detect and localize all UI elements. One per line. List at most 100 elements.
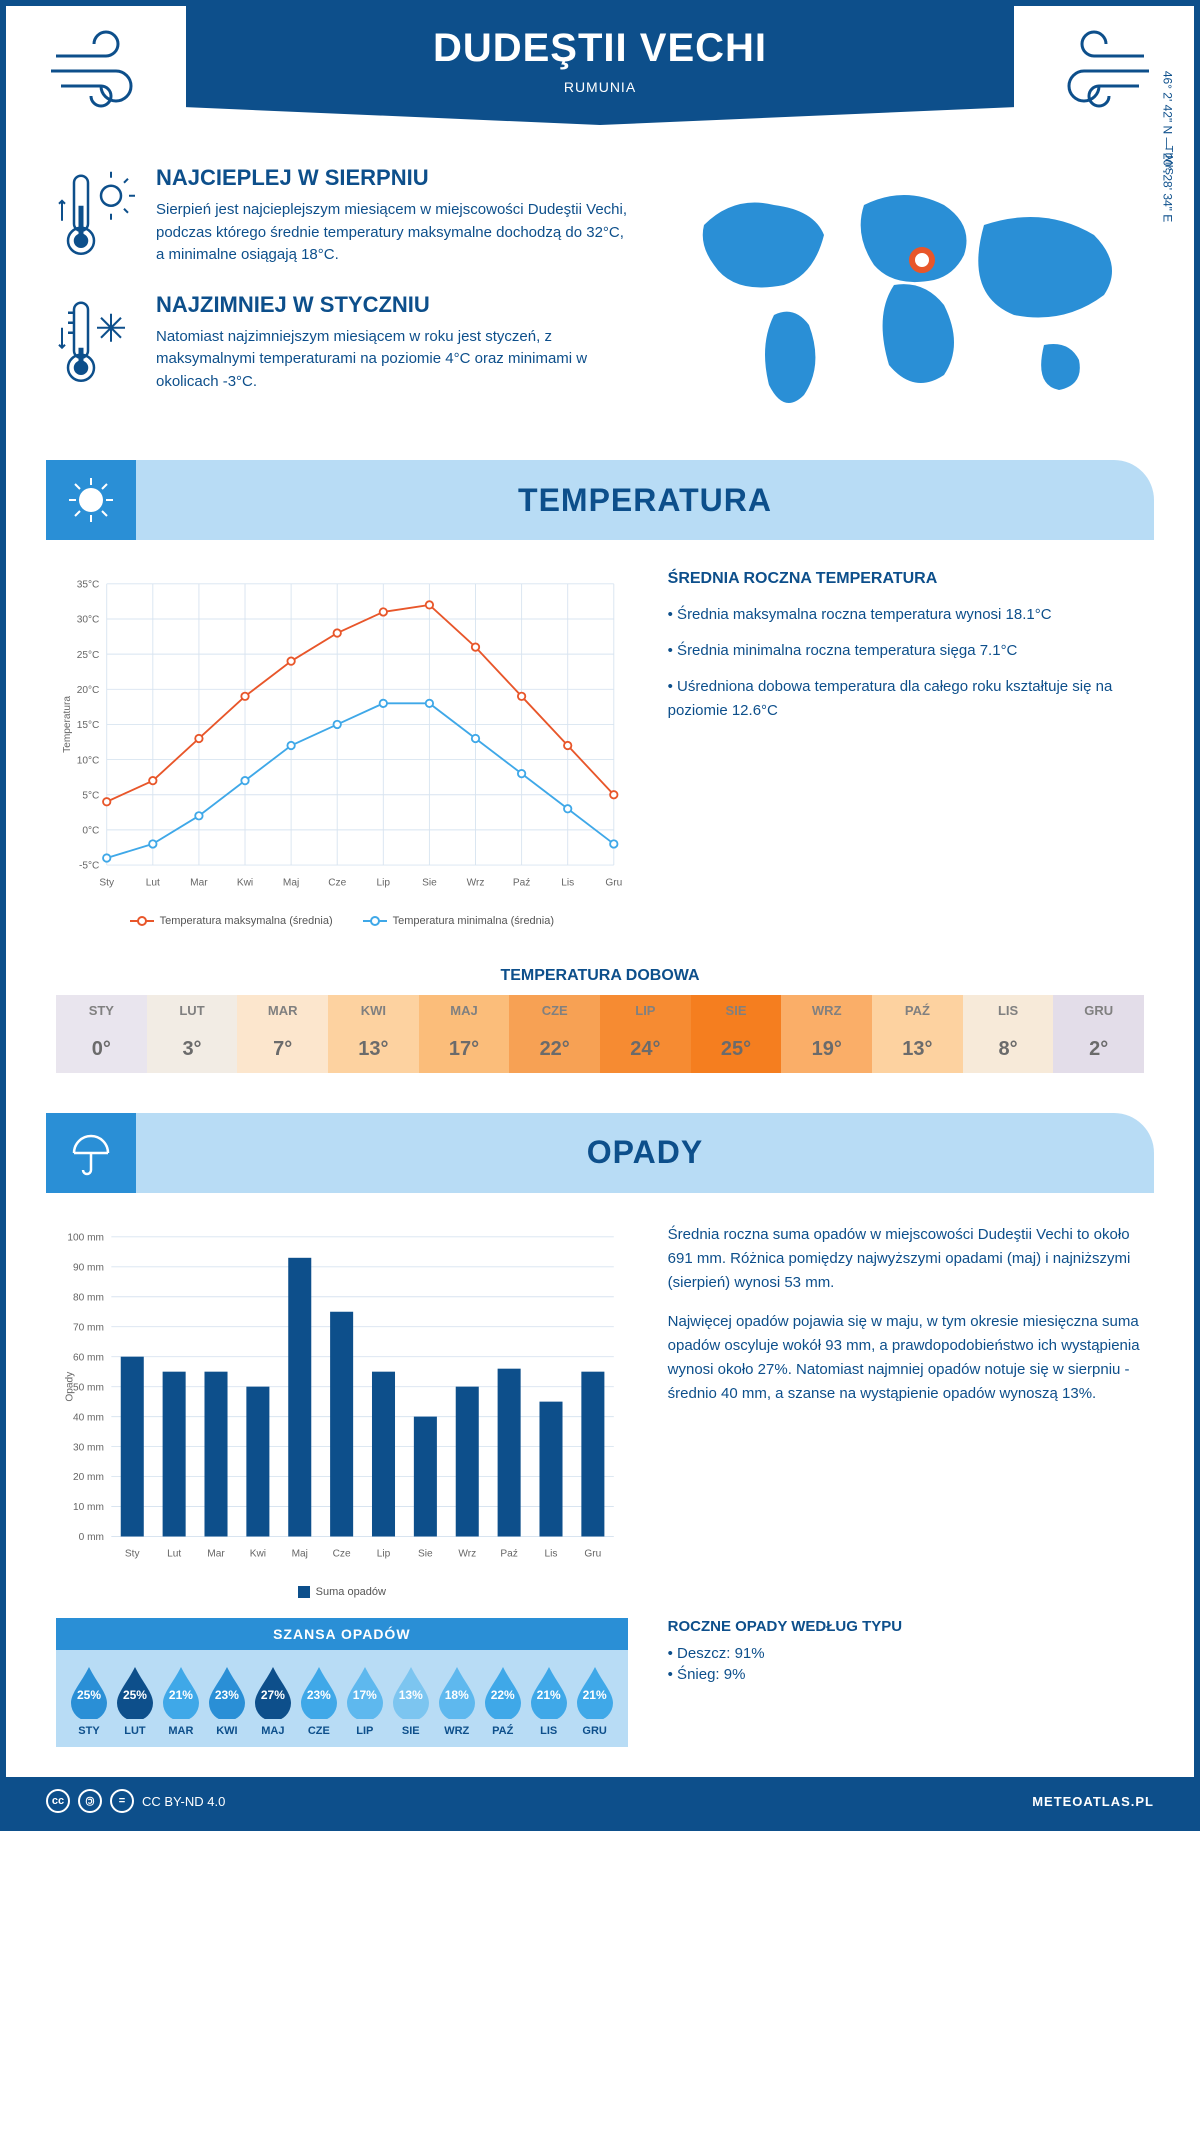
chance-cell: 25% STY [66,1665,112,1737]
svg-text:Temperatura: Temperatura [62,696,73,753]
svg-text:20 mm: 20 mm [73,1472,104,1483]
svg-text:90 mm: 90 mm [73,1262,104,1273]
precip-p1: Średnia roczna suma opadów w miejscowośc… [668,1223,1144,1295]
wind-icon-left [46,26,156,116]
precipitation-chance: SZANSA OPADÓW 25% STY 25% LUT 21% MAR 23… [56,1618,628,1747]
section-title-precipitation: OPADY [136,1134,1154,1171]
precipitation-summary: Średnia roczna suma opadów w miejscowośc… [668,1223,1144,1598]
svg-text:Kwi: Kwi [250,1549,266,1560]
page-title: DUDEŞTII VECHI [206,26,994,71]
brand: METEOATLAS.PL [1032,1794,1154,1809]
wind-icon-right [1044,26,1154,116]
fact-warmest: NAJCIEPLEJ W SIERPNIU Sierpień jest najc… [56,165,634,267]
raindrop-icon: 21% [159,1665,203,1719]
chance-cell: 27% MAJ [250,1665,296,1737]
svg-text:100 mm: 100 mm [67,1232,104,1243]
temp-bullet-1: • Średnia maksymalna roczna temperatura … [668,603,1144,627]
raindrop-icon: 18% [435,1665,479,1719]
page-subtitle: RUMUNIA [206,79,994,95]
fact-coldest: NAJZIMNIEJ W STYCZNIU Natomiast najzimni… [56,292,634,394]
svg-text:Lut: Lut [167,1549,181,1560]
svg-text:Lip: Lip [377,877,391,888]
chance-cell: 13% SIE [388,1665,434,1737]
svg-text:Maj: Maj [283,877,299,888]
daily-cell: LUT 3° [147,995,238,1073]
thermometer-snow-icon [56,292,136,394]
section-header-precipitation: OPADY [46,1113,1154,1193]
temp-bullet-2: • Średnia minimalna roczna temperatura s… [668,639,1144,663]
umbrella-icon [66,1128,116,1178]
svg-text:Wrz: Wrz [458,1549,476,1560]
title-banner: DUDEŞTII VECHI RUMUNIA [186,6,1014,125]
raindrop-icon: 25% [67,1665,111,1719]
precipitation-legend: Suma opadów [56,1586,628,1598]
svg-text:30 mm: 30 mm [73,1442,104,1453]
svg-text:Gru: Gru [584,1549,601,1560]
svg-text:Sie: Sie [418,1549,433,1560]
fact-warm-text: Sierpień jest najcieplejszym miesiącem w… [156,199,634,267]
svg-text:35°C: 35°C [77,580,100,591]
raindrop-icon: 22% [481,1665,525,1719]
sun-icon [66,475,116,525]
header: DUDEŞTII VECHI RUMUNIA [6,6,1194,155]
svg-text:Sty: Sty [99,877,115,888]
daily-cell: KWI 13° [328,995,419,1073]
section-title-temperature: TEMPERATURA [136,482,1154,519]
world-map: TIMIŞ 46° 2' 42" N — 20° 28' 34" E [664,165,1144,430]
raindrop-icon: 23% [297,1665,341,1719]
temperature-chart: -5°C0°C5°C10°C15°C20°C25°C30°C35°CStyLut… [56,570,628,927]
svg-text:30°C: 30°C [77,615,100,626]
svg-text:20°C: 20°C [77,685,100,696]
daily-cell: CZE 22° [509,995,600,1073]
svg-text:Maj: Maj [292,1549,308,1560]
daily-cell: WRZ 19° [781,995,872,1073]
chance-cell: 23% CZE [296,1665,342,1737]
temperature-summary: ŚREDNIA ROCZNA TEMPERATURA • Średnia mak… [668,570,1144,927]
svg-text:60 mm: 60 mm [73,1352,104,1363]
svg-text:80 mm: 80 mm [73,1292,104,1303]
svg-text:0 mm: 0 mm [79,1532,104,1543]
license-text: CC BY-ND 4.0 [142,1794,225,1809]
thermometer-sun-icon [56,165,136,267]
chance-cell: 21% MAR [158,1665,204,1737]
raindrop-icon: 13% [389,1665,433,1719]
license: cc 🄯 = CC BY-ND 4.0 [46,1789,225,1813]
daily-cell: GRU 2° [1053,995,1144,1073]
svg-text:Paź: Paź [500,1549,517,1560]
coordinates: 46° 2' 42" N — 20° 28' 34" E [1160,70,1174,221]
daily-cell: PAŹ 13° [872,995,963,1073]
svg-text:10°C: 10°C [77,755,100,766]
chance-cell: 17% LIP [342,1665,388,1737]
svg-text:Lip: Lip [377,1549,391,1560]
section-header-temperature: TEMPERATURA [46,460,1154,540]
temperature-legend: .legend-line[style*='e8562a']::after{bor… [56,915,628,927]
daily-cell: MAJ 17° [419,995,510,1073]
chance-cell: 25% LUT [112,1665,158,1737]
chance-cell: 21% GRU [572,1665,618,1737]
daily-cell: LIS 8° [963,995,1054,1073]
precipitation-chart: 0 mm10 mm20 mm30 mm40 mm50 mm60 mm70 mm8… [56,1223,628,1598]
daily-cell: SIE 25° [691,995,782,1073]
temp-summary-heading: ŚREDNIA ROCZNA TEMPERATURA [668,570,1144,588]
svg-text:Kwi: Kwi [237,877,253,888]
svg-text:Gru: Gru [605,877,622,888]
fact-cold-text: Natomiast najzimniejszym miesiącem w rok… [156,326,634,394]
svg-text:15°C: 15°C [77,720,100,731]
svg-text:Opady: Opady [65,1371,76,1402]
chance-cell: 18% WRZ [434,1665,480,1737]
by-icon: 🄯 [78,1789,102,1813]
type-snow: • Śnieg: 9% [668,1666,1144,1683]
svg-text:Cze: Cze [328,877,346,888]
svg-text:Sty: Sty [125,1549,141,1560]
svg-text:Cze: Cze [333,1549,351,1560]
type-heading: ROCZNE OPADY WEDŁUG TYPU [668,1618,1144,1635]
svg-text:0°C: 0°C [82,826,99,837]
chance-title: SZANSA OPADÓW [56,1618,628,1650]
raindrop-icon: 27% [251,1665,295,1719]
legend-min: Temperatura minimalna (średnia) [393,915,554,927]
precipitation-by-type: ROCZNE OPADY WEDŁUG TYPU • Deszcz: 91% •… [668,1618,1144,1687]
daily-temp-table: STY 0° LUT 3° MAR 7° KWI 13° MAJ 17° CZE… [56,995,1144,1073]
fact-cold-title: NAJZIMNIEJ W STYCZNIU [156,292,634,318]
svg-text:Lis: Lis [545,1549,558,1560]
svg-text:Lis: Lis [561,877,574,888]
